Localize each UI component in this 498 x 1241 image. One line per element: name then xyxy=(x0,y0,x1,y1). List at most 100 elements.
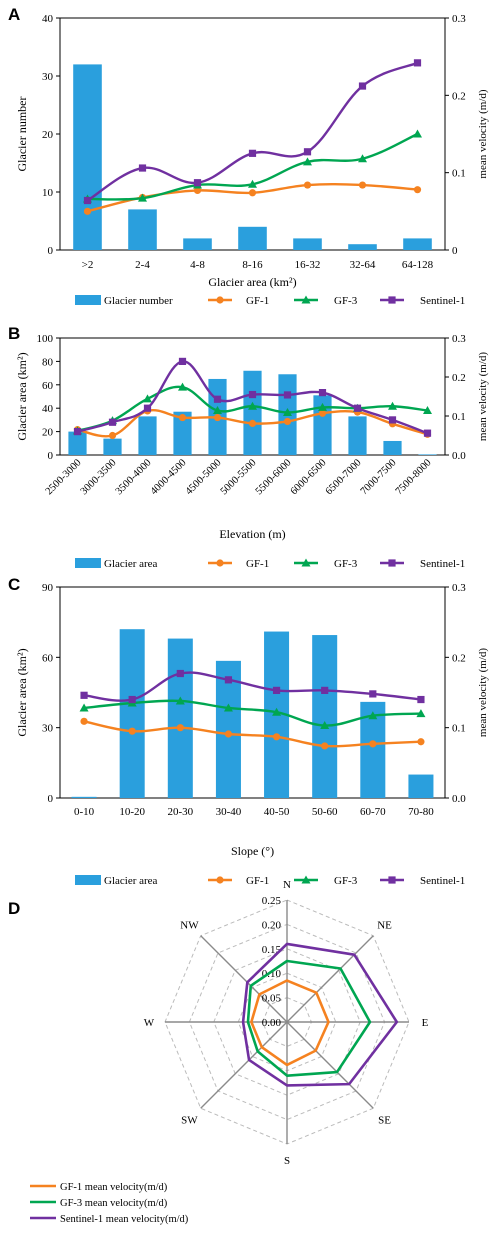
legend-marker-sentinel-1-c xyxy=(388,876,396,884)
plot-frame-a xyxy=(59,17,446,251)
radar-series-2 xyxy=(246,959,372,1077)
x-tick-label-c: 30-40 xyxy=(216,806,242,818)
bar-a xyxy=(403,238,432,250)
point-gf-3-c xyxy=(79,703,89,712)
bar-a xyxy=(128,209,157,250)
point-gf-1-b xyxy=(178,413,187,422)
series-line-gf-3-c xyxy=(83,699,421,727)
y-axis-label-a: Glacier number xyxy=(15,97,29,172)
legend-label-bar-c: Glacier area xyxy=(104,875,158,887)
y-tick-label-c: 30 xyxy=(42,723,54,735)
x-tick-label-a: 4-8 xyxy=(190,259,205,271)
point-gf-1-c xyxy=(224,730,233,738)
point-gf-3-a xyxy=(138,193,147,202)
point-gf-1-b xyxy=(108,431,117,440)
radar-series-1 xyxy=(250,979,330,1067)
x-tick-label-a: 8-16 xyxy=(242,259,263,271)
y-tick-label-b: 60 xyxy=(42,380,54,392)
bar-b xyxy=(383,440,402,455)
bar-a xyxy=(348,244,377,250)
point-gf-3-b xyxy=(143,394,152,403)
point-sentinel-1-b xyxy=(178,357,187,365)
direction-label-n: N xyxy=(283,879,291,891)
y2-tick-label-a: 0.3 xyxy=(452,13,466,25)
radar-spoke xyxy=(286,1021,374,1109)
legend-marker-gf-1-a xyxy=(216,296,224,304)
direction-label-ne: NE xyxy=(377,919,392,931)
point-sentinel-1-b xyxy=(73,428,82,436)
radar-series-3 xyxy=(241,942,399,1087)
point-sentinel-1-c xyxy=(272,686,281,694)
bar-a xyxy=(73,64,102,251)
point-gf-3-a xyxy=(413,129,422,138)
y2-tick-label-b: 0.2 xyxy=(452,372,466,384)
legend-label-sentinel-1-b: Sentinel-1 xyxy=(420,558,465,570)
point-sentinel-1-c xyxy=(417,695,425,704)
point-gf-3-b xyxy=(318,402,327,411)
x-tick-label-c: 70-80 xyxy=(408,806,434,818)
bar-b xyxy=(313,395,332,455)
bar-a xyxy=(293,238,322,250)
point-gf-3-b xyxy=(213,406,222,415)
x-tick-label-b: 5000-5500 xyxy=(219,457,259,497)
radar-tick-label: 0.10 xyxy=(262,968,282,980)
legend-marker-gf-3-a xyxy=(301,295,311,304)
y-tick-label-b: 20 xyxy=(42,427,54,439)
direction-label-s: S xyxy=(284,1155,290,1167)
legend-label-sentinel-1-c: Sentinel-1 xyxy=(420,875,465,887)
legend-marker-gf-1-c xyxy=(216,876,224,884)
x-axis-label-a: Glacier area (km²) xyxy=(208,275,296,289)
x-tick-label-c: 10-20 xyxy=(119,806,145,818)
x-tick-label-b: 3500-4000 xyxy=(114,457,154,497)
point-gf-3-a xyxy=(303,157,312,166)
legend-label-gf-1-c: GF-1 xyxy=(246,875,269,887)
point-gf-1-b xyxy=(283,417,292,426)
direction-label-se: SE xyxy=(378,1115,391,1127)
bar-c xyxy=(71,796,97,798)
y-tick-label-c: 90 xyxy=(42,582,54,594)
y2-tick-label-b: 0.1 xyxy=(452,411,466,423)
radar-legend-label-3: Sentinel-1 mean velocity(m/d) xyxy=(60,1214,189,1225)
point-gf-1-b xyxy=(248,419,257,428)
point-gf-3-c xyxy=(272,707,282,716)
point-gf-1-b xyxy=(213,413,222,422)
y-tick-label-a: 20 xyxy=(42,129,54,141)
radar-spoke xyxy=(200,1021,288,1109)
series-line-sentinel-1-c xyxy=(83,671,422,702)
point-gf-1-c xyxy=(417,738,425,746)
bar-c xyxy=(119,629,145,798)
y-tick-label-c: 60 xyxy=(42,652,54,664)
radar-spoke xyxy=(286,935,374,1023)
legend-marker-sentinel-1-b xyxy=(388,559,396,567)
legend-label-bar-b: Glacier area xyxy=(104,558,158,570)
x-tick-label-b: 5500-6000 xyxy=(254,457,294,497)
x-tick-label-b: 7500-8000 xyxy=(394,457,434,497)
x-tick-label-c: 60-70 xyxy=(360,806,386,818)
y2-tick-label-b: 0.3 xyxy=(452,333,466,345)
radar-grid-ring xyxy=(188,923,386,1121)
point-sentinel-1-a xyxy=(248,149,257,157)
point-gf-1-a xyxy=(83,207,92,215)
y2-tick-label-c: 0.3 xyxy=(452,582,466,594)
point-gf-1-a xyxy=(303,181,312,189)
point-gf-1-a xyxy=(193,186,202,195)
series-line-gf-1-c xyxy=(83,720,421,748)
point-gf-1-c xyxy=(369,740,377,748)
bar-b xyxy=(243,370,262,455)
point-gf-1-a xyxy=(413,186,422,194)
point-sentinel-1-a xyxy=(83,196,92,205)
point-gf-3-b xyxy=(178,382,187,391)
point-sentinel-1-a xyxy=(358,82,367,90)
panel-label-d: D xyxy=(8,899,20,918)
point-gf-3-a xyxy=(248,179,257,188)
radar-spoke xyxy=(200,935,288,1023)
bar-c xyxy=(215,660,241,798)
legend-label-bar-a: Glacier number xyxy=(104,295,173,307)
radar-legend-label-2: GF-3 mean velocity(m/d) xyxy=(60,1198,168,1209)
direction-label-e: E xyxy=(422,1017,429,1029)
point-sentinel-1-a xyxy=(193,179,202,187)
radar-tick-label: 0.15 xyxy=(262,944,282,956)
point-sentinel-1-a xyxy=(303,148,312,156)
point-gf-3-c xyxy=(320,721,330,730)
legend-marker-gf-1-b xyxy=(216,559,224,567)
